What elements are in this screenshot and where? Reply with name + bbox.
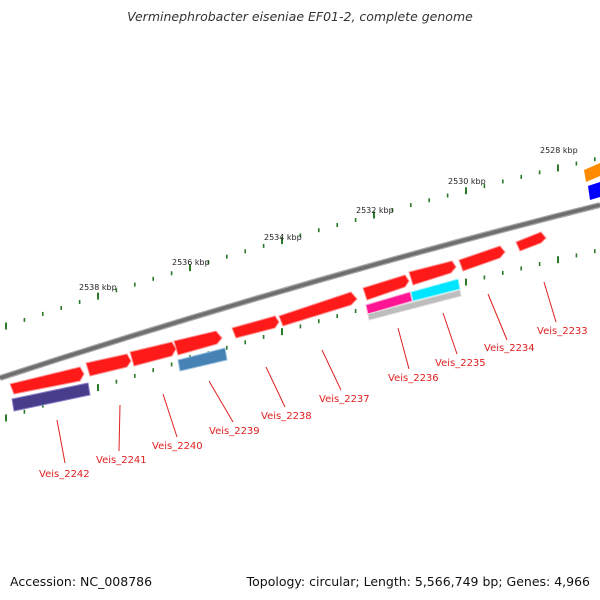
forward-genes bbox=[9, 231, 547, 395]
orange-feature bbox=[584, 163, 600, 182]
gene-arrow-2240 bbox=[129, 341, 177, 367]
scale-label-2538: 2538 kbp bbox=[79, 283, 117, 292]
gene-arrow-2236 bbox=[362, 274, 410, 301]
gene-label-2234: Veis_2234 bbox=[484, 343, 535, 354]
gene-arrow-2237 bbox=[278, 291, 358, 327]
leader-2240 bbox=[162, 393, 178, 438]
inner-tick-marks bbox=[5, 249, 596, 422]
genome-summary-text: Topology: circular; Length: 5,566,749 bp… bbox=[246, 574, 590, 589]
leader-2241 bbox=[118, 404, 121, 452]
gene-label-2241: Veis_2241 bbox=[96, 455, 147, 466]
leader-2238 bbox=[265, 366, 286, 408]
scale-label-2528: 2528 kbp bbox=[540, 146, 578, 155]
gene-label-2239: Veis_2239 bbox=[209, 426, 260, 437]
scale-label-2534: 2534 kbp bbox=[264, 233, 302, 242]
leader-2242 bbox=[56, 419, 66, 464]
gene-arrow-2241 bbox=[85, 353, 132, 377]
gene-label-2233: Veis_2233 bbox=[537, 326, 588, 337]
gene-arrow-2239 bbox=[173, 330, 223, 356]
gene-arrow-2234 bbox=[458, 245, 506, 272]
gene-label-2235: Veis_2235 bbox=[435, 358, 486, 369]
gene-label-2240: Veis_2240 bbox=[152, 441, 203, 452]
gray-feature bbox=[367, 289, 462, 321]
outer-tick-marks bbox=[5, 157, 596, 330]
leader-2235 bbox=[442, 312, 458, 355]
purple-feature bbox=[11, 382, 91, 412]
gene-arrow-2242 bbox=[9, 366, 85, 395]
genome-backbone-core bbox=[0, 203, 600, 380]
gene-label-2242: Veis_2242 bbox=[39, 469, 90, 480]
magenta-feature bbox=[365, 291, 413, 315]
gene-label-2238: Veis_2238 bbox=[261, 411, 312, 422]
leader-lines bbox=[56, 281, 557, 464]
leader-2236 bbox=[397, 327, 410, 370]
gene-label-2236: Veis_2236 bbox=[388, 373, 439, 384]
scale-label-2532: 2532 kbp bbox=[356, 206, 394, 215]
map-title: Verminephrobacter eiseniae EF01-2, compl… bbox=[127, 9, 473, 24]
leader-2239 bbox=[208, 380, 234, 423]
scale-label-2536: 2536 kbp bbox=[172, 258, 210, 267]
scale-label-2530: 2530 kbp bbox=[448, 177, 486, 186]
steelblue-feature bbox=[177, 347, 228, 372]
leader-2234 bbox=[487, 293, 508, 341]
blue-feature bbox=[588, 182, 600, 200]
cyan-feature bbox=[410, 278, 461, 302]
gene-arrow-2235 bbox=[408, 260, 457, 286]
gene-label-2237: Veis_2237 bbox=[319, 394, 370, 405]
leader-2233 bbox=[543, 281, 557, 323]
gene-arrow-2238 bbox=[231, 315, 280, 339]
accession-text: Accession: NC_008786 bbox=[10, 574, 153, 589]
leader-2237 bbox=[321, 349, 342, 391]
gene-arrow-2233 bbox=[515, 231, 547, 252]
